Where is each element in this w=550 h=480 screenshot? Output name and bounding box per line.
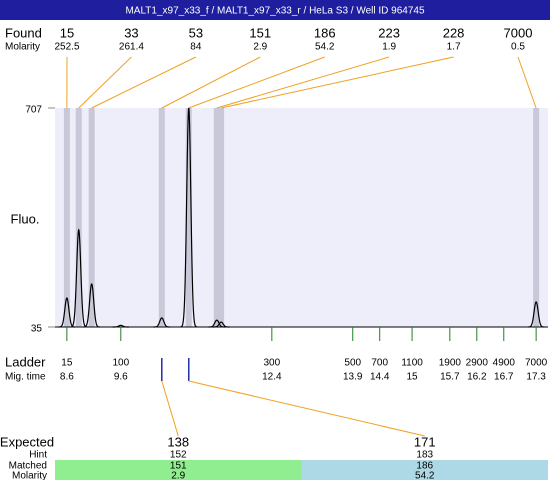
expected-label: Expected <box>0 434 54 449</box>
molarity-value: 2.9 <box>171 471 185 480</box>
header-bar <box>0 0 550 20</box>
found-molarity: 1.7 <box>447 42 461 53</box>
molarity-label: Molarity <box>12 471 47 480</box>
mig-time-label: Mig. time <box>5 372 46 383</box>
mig-time: 9.6 <box>114 372 128 383</box>
found-size: 186 <box>314 25 336 40</box>
found-connector <box>188 56 325 109</box>
found-size: 228 <box>443 25 465 40</box>
found-connector <box>517 56 537 109</box>
found-size: 15 <box>60 25 74 40</box>
y-label: Fluo. <box>11 211 40 226</box>
hint-value: 152 <box>170 450 187 461</box>
title: MALT1_x97_x33_f / MALT1_x97_x33_r / HeLa… <box>125 6 424 17</box>
found-molarity: 0.5 <box>511 42 525 53</box>
matched-label: Matched <box>9 461 47 472</box>
peak-band <box>158 108 165 327</box>
expected-value: 138 <box>167 434 189 449</box>
hint-value: 183 <box>416 450 433 461</box>
molarity-label: Molarity <box>5 42 40 53</box>
mig-time: 17.3 <box>526 372 546 383</box>
molarity-value: 54.2 <box>415 471 435 480</box>
ladder-size: 1100 <box>401 358 423 369</box>
peak <box>70 228 87 328</box>
peak-band <box>75 108 82 327</box>
ladder-size: 4900 <box>493 358 516 369</box>
ladder-label: Ladder <box>5 354 46 369</box>
ladder-size: 100 <box>112 358 129 369</box>
matched-bar <box>55 460 302 480</box>
y-tick-label: 707 <box>25 105 42 116</box>
found-molarity: 2.9 <box>253 42 267 53</box>
peak-band <box>185 108 192 327</box>
matched-value: 186 <box>416 461 433 472</box>
mig-time: 16.7 <box>494 372 514 383</box>
found-molarity: 54.2 <box>315 42 335 53</box>
found-size: 151 <box>249 25 271 40</box>
mig-time: 14.4 <box>370 372 390 383</box>
peak-band <box>218 108 225 327</box>
found-connector <box>216 56 390 109</box>
peak <box>527 301 545 328</box>
ladder-size: 15 <box>61 358 73 369</box>
mig-time: 15 <box>407 372 419 383</box>
found-size: 223 <box>378 25 400 40</box>
peak <box>83 283 100 328</box>
ladder-size: 500 <box>344 358 361 369</box>
ladder-size: 300 <box>263 358 280 369</box>
expected-connector <box>188 380 425 437</box>
mig-time: 8.6 <box>60 372 74 383</box>
found-connector <box>78 56 132 109</box>
found-connector <box>161 56 261 109</box>
peak-band <box>533 108 540 327</box>
peak <box>180 107 198 328</box>
expected-value: 171 <box>414 434 436 449</box>
ladder-size: 2900 <box>466 358 489 369</box>
matched-bar <box>301 460 548 480</box>
found-size: 53 <box>189 25 203 40</box>
found-molarity: 252.5 <box>54 42 79 53</box>
hint-label: Hint <box>29 450 47 461</box>
mig-time: 16.2 <box>467 372 487 383</box>
peak <box>212 321 230 328</box>
found-molarity: 84 <box>190 42 202 53</box>
peak <box>208 319 226 328</box>
plot-area <box>55 108 548 327</box>
mig-time: 15.7 <box>440 372 460 383</box>
y-tick-label: 35 <box>31 324 43 335</box>
found-molarity: 261.4 <box>119 42 144 53</box>
found-size: 7000 <box>504 25 533 40</box>
ladder-size: 700 <box>371 358 388 369</box>
found-size: 33 <box>124 25 138 40</box>
peak-band <box>213 108 220 327</box>
ladder-size: 7000 <box>525 358 548 369</box>
matched-value: 151 <box>170 461 187 472</box>
mig-time: 13.9 <box>343 372 363 383</box>
found-molarity: 1.9 <box>382 42 396 53</box>
peak <box>112 324 129 328</box>
peak-band <box>88 108 95 327</box>
expected-connector <box>161 380 179 437</box>
found-connector <box>91 56 197 109</box>
found-label: Found <box>5 25 42 40</box>
peak <box>153 317 170 328</box>
peak-band <box>63 108 70 327</box>
found-connector <box>221 56 454 109</box>
ladder-size: 1900 <box>439 358 462 369</box>
mig-time: 12.4 <box>262 372 282 383</box>
